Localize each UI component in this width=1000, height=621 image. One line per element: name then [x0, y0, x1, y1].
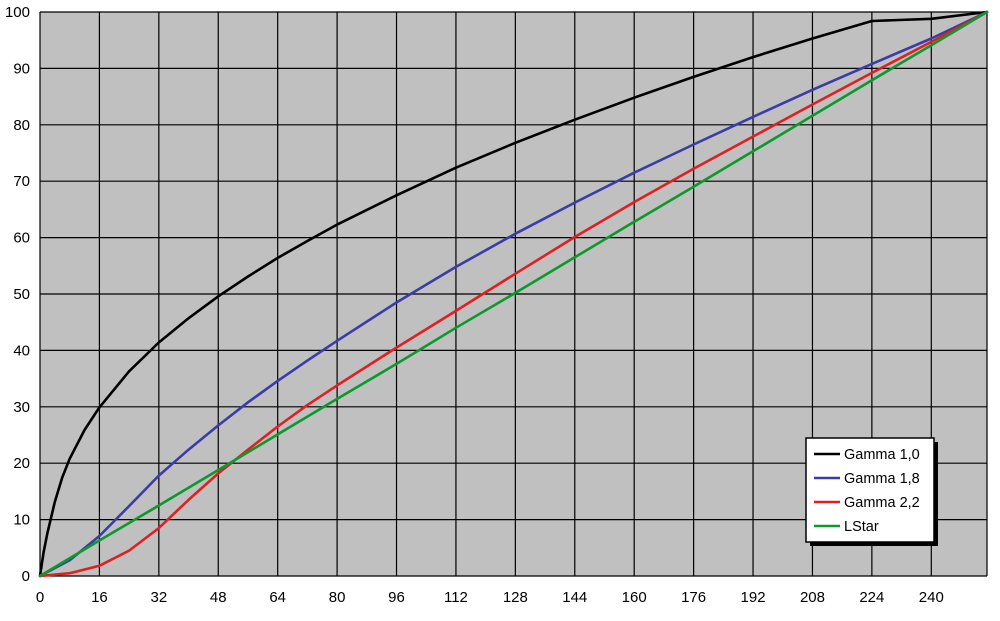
x-tick-label-224: 224 [859, 589, 884, 606]
legend-label-gamma-1-8: Gamma 1,8 [844, 471, 920, 487]
x-tick-label-32: 32 [150, 589, 167, 606]
y-tick-label-80: 80 [13, 117, 30, 134]
y-tick-label-100: 100 [5, 4, 30, 21]
y-tick-label-70: 70 [13, 173, 30, 190]
x-tick-label-144: 144 [562, 589, 587, 606]
series-line-gamma-1-0 [38, 10, 989, 578]
series-line-gamma-2-2 [38, 10, 989, 578]
series-line-lstar [38, 10, 989, 578]
x-tick-label-80: 80 [329, 589, 346, 606]
series-lines [38, 10, 989, 578]
x-tick-label-240: 240 [919, 589, 944, 606]
legend-label-gamma-1-0: Gamma 1,0 [844, 447, 920, 463]
legend: Gamma 1,0 Gamma 1,8 Gamma 2,2 LStar [805, 437, 938, 546]
y-tick-label-10: 10 [13, 512, 30, 529]
x-tick-label-160: 160 [622, 589, 647, 606]
x-tick-label-64: 64 [269, 589, 286, 606]
x-tick-label-96: 96 [388, 589, 405, 606]
y-tick-label-50: 50 [13, 286, 30, 303]
grid-lines [39, 11, 988, 577]
y-tick-label-60: 60 [13, 230, 30, 247]
legend-label-lstar: LStar [844, 519, 879, 535]
x-tick-label-16: 16 [91, 589, 108, 606]
legend-box [805, 437, 935, 543]
y-tick-label-40: 40 [13, 342, 30, 359]
y-tick-label-20: 20 [13, 455, 30, 472]
x-tick-label-128: 128 [503, 589, 528, 606]
y-tick-label-90: 90 [13, 60, 30, 77]
x-tick-label-176: 176 [681, 589, 706, 606]
x-tick-label-192: 192 [741, 589, 766, 606]
x-tick-labels: 0 16 32 48 64 80 96 112 128 144 160 176 192 208 224 240 [36, 589, 944, 606]
legend-label-gamma-2-2: Gamma 2,2 [844, 495, 920, 511]
x-tick-label-0: 0 [36, 589, 44, 606]
series-line-gamma-1-8 [38, 10, 989, 578]
x-tick-label-208: 208 [800, 589, 825, 606]
y-tick-labels: 0 10 20 30 40 50 60 70 80 90 100 [5, 4, 30, 585]
y-tick-label-0: 0 [22, 568, 30, 585]
x-tick-label-112: 112 [444, 589, 468, 606]
x-tick-label-48: 48 [210, 589, 227, 606]
y-tick-label-30: 30 [13, 399, 30, 416]
